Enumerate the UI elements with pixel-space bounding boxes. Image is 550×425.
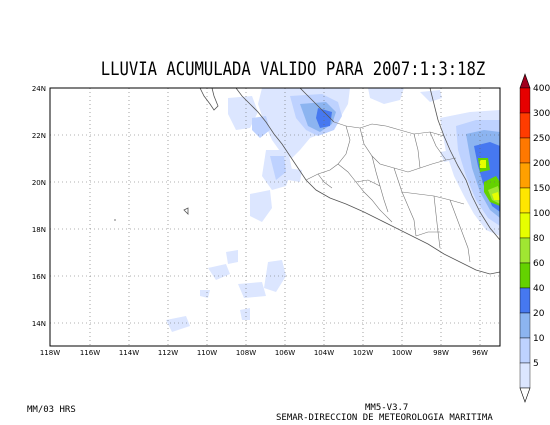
colorbar-segment bbox=[519, 212, 531, 239]
colorbar-level-label: 10 bbox=[533, 334, 545, 344]
lon-label: 108W bbox=[236, 349, 256, 357]
lon-label: 102W bbox=[353, 349, 373, 357]
coastlines bbox=[114, 88, 500, 275]
colorbar-top-arrow bbox=[519, 73, 531, 89]
map-frame bbox=[49, 87, 501, 347]
colorbar-segment bbox=[519, 187, 531, 214]
lat-label: 24N bbox=[32, 85, 46, 93]
lon-label: 98W bbox=[433, 349, 449, 357]
lon-label: 112W bbox=[158, 349, 178, 357]
lon-label: 100W bbox=[392, 349, 412, 357]
lat-label: 16N bbox=[32, 273, 46, 281]
longitude-labels: 118W 116W 114W 112W 110W 108W 106W 104W … bbox=[40, 349, 488, 357]
colorbar-segment bbox=[519, 337, 531, 364]
colorbar-level-label: 200 bbox=[533, 159, 550, 169]
colorbar-segment bbox=[519, 137, 531, 164]
lon-label: 116W bbox=[80, 349, 100, 357]
colorbar-level-label: 250 bbox=[533, 134, 550, 144]
colorbar-segment bbox=[519, 162, 531, 189]
lon-label: 110W bbox=[197, 349, 217, 357]
organization-label: SEMAR-DIRECCION DE METEOROLOGIA MARITIMA bbox=[276, 413, 493, 423]
lon-label: 118W bbox=[40, 349, 60, 357]
colorbar-segment bbox=[519, 262, 531, 289]
colorbar-segment bbox=[519, 287, 531, 314]
colorbar-level-label: 5 bbox=[533, 359, 539, 369]
latitude-labels: 24N 22N 20N 18N 16N 14N bbox=[32, 85, 46, 328]
model-label: MM5-V3.7 bbox=[365, 403, 409, 413]
colorbar-segment bbox=[519, 112, 531, 139]
lat-label: 20N bbox=[32, 179, 46, 187]
lat-label: 22N bbox=[32, 132, 46, 140]
colorbar-level-label: 40 bbox=[533, 284, 545, 294]
colorbar-level-label: 400 bbox=[533, 84, 550, 94]
lon-label: 96W bbox=[472, 349, 488, 357]
colorbar-level-label: 80 bbox=[533, 234, 545, 244]
units-label: MM/03 HRS bbox=[27, 405, 76, 415]
colorbar-level-label: 150 bbox=[533, 184, 550, 194]
lon-label: 106W bbox=[275, 349, 295, 357]
map-title: LLUVIA ACUMULADA VALIDO PARA 2007:1:3:18… bbox=[100, 58, 486, 80]
lon-label: 114W bbox=[119, 349, 139, 357]
colorbar-level-label: 60 bbox=[533, 259, 545, 269]
colorbar: 400 300 250 200 150 100 80 60 40 20 10 5 bbox=[519, 73, 550, 403]
state-borders bbox=[305, 121, 471, 263]
lat-label: 18N bbox=[32, 226, 46, 234]
colorbar-level-label: 20 bbox=[533, 309, 545, 319]
colorbar-level-label: 300 bbox=[533, 109, 550, 119]
colorbar-bottom-arrow bbox=[519, 387, 531, 403]
precipitation-areas bbox=[166, 88, 500, 332]
colorbar-level-label: 100 bbox=[533, 209, 550, 219]
lat-label: 14N bbox=[32, 320, 46, 328]
colorbar-segment bbox=[519, 312, 531, 339]
colorbar-segment bbox=[519, 362, 531, 389]
colorbar-segment bbox=[519, 87, 531, 114]
colorbar-segment bbox=[519, 237, 531, 264]
lon-label: 104W bbox=[314, 349, 334, 357]
